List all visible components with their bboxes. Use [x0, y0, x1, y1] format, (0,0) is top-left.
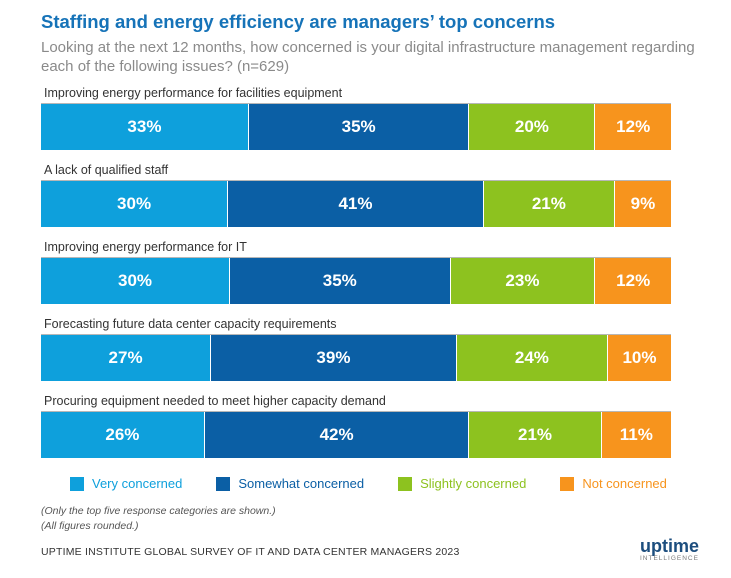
data-label: 33%: [127, 117, 162, 136]
bar-segment-slightly: 20%: [469, 104, 596, 150]
legend-label: Somewhat concerned: [238, 476, 365, 491]
bar-segment-slightly: 24%: [456, 335, 608, 381]
data-label: 30%: [117, 194, 152, 213]
category-label: Forecasting future data center capacity …: [44, 317, 337, 331]
data-label: 10%: [622, 348, 657, 367]
bar-segment-somewhat: 42%: [204, 412, 470, 458]
bar-segment-not: 11%: [601, 412, 671, 458]
bar-segment-slightly: 23%: [450, 258, 596, 304]
category-label: Procuring equipment needed to meet highe…: [44, 394, 386, 408]
bar-segment-very: 27%: [41, 335, 212, 381]
source-line: UPTIME INSTITUTE GLOBAL SURVEY OF IT AND…: [41, 546, 460, 558]
data-label: 12%: [616, 271, 651, 290]
data-label: 21%: [531, 194, 566, 213]
chart-row: A lack of qualified staff 30% 41% 21% 9%: [41, 163, 671, 229]
legend-swatch: [560, 476, 575, 491]
bar-segment-not: 10%: [607, 335, 671, 381]
legend-item-slightly: Slightly concerned: [398, 476, 526, 491]
legend-item-very: Very concerned: [70, 476, 182, 491]
bar-segment-somewhat: 35%: [248, 104, 470, 150]
footnote-rounding: (All figures rounded.): [41, 520, 139, 532]
category-label: A lack of qualified staff: [44, 163, 169, 177]
logo-subtext: INTELLIGENCE: [640, 555, 699, 562]
bar-segment-very: 30%: [41, 258, 230, 304]
legend-label: Not concerned: [582, 476, 667, 491]
data-label: 24%: [514, 348, 549, 367]
data-label: 23%: [505, 271, 540, 290]
bar-segment-very: 30%: [41, 181, 229, 227]
stacked-bar: 30% 35% 23% 12%: [41, 258, 671, 304]
stacked-bar: 33% 35% 20% 12%: [41, 104, 671, 150]
data-label: 26%: [105, 425, 140, 444]
data-label: 20%: [514, 117, 549, 136]
bar-segment-somewhat: 41%: [228, 181, 484, 227]
chart-subtitle: Looking at the next 12 months, how conce…: [41, 39, 695, 75]
chart-row: Improving energy performance for facilit…: [41, 86, 671, 152]
data-label: 11%: [619, 425, 653, 444]
legend-swatch: [70, 476, 84, 491]
row-divider: [41, 103, 671, 104]
row-divider: [41, 411, 671, 412]
bar-segment-very: 26%: [41, 412, 205, 458]
chart-row: Improving energy performance for IT 30% 35…: [41, 240, 671, 306]
stacked-bar: 27% 39% 24% 10%: [41, 335, 671, 381]
data-label: 27%: [108, 348, 143, 367]
data-label: 35%: [341, 117, 376, 136]
uptime-logo: uptime INTELLIGENCE: [625, 537, 699, 563]
data-label: 12%: [616, 117, 651, 136]
bar-segment-not: 9%: [614, 181, 671, 227]
stacked-bar-chart: Improving energy performance for facilit…: [41, 86, 671, 460]
data-label: 35%: [322, 271, 357, 290]
category-label: Improving energy performance for facilit…: [44, 86, 343, 100]
chart-legend: Very concerned Somewhat concerned Slightly…: [70, 476, 667, 491]
category-label: Improving energy performance for IT: [44, 240, 247, 254]
row-divider: [41, 180, 671, 181]
row-divider: [41, 334, 671, 335]
data-label: 42%: [319, 425, 354, 444]
data-label: 39%: [316, 348, 351, 367]
legend-swatch: [216, 476, 231, 491]
chart-row: Forecasting future data center capacity …: [41, 317, 671, 383]
data-label: 30%: [117, 271, 153, 290]
bar-segment-slightly: 21%: [469, 412, 602, 458]
legend-item-not: Not concerned: [560, 476, 667, 491]
stacked-bar: 26% 42% 21% 11%: [41, 412, 671, 458]
footnote-categories: (Only the top five response categories a…: [41, 505, 276, 517]
bar-segment-very: 33%: [41, 104, 249, 150]
bar-segment-not: 12%: [595, 104, 671, 150]
bar-segment-slightly: 21%: [483, 181, 615, 227]
bar-segment-not: 12%: [595, 258, 671, 304]
legend-item-somewhat: Somewhat concerned: [216, 476, 364, 491]
legend-label: Slightly concerned: [420, 476, 527, 491]
chart-title: Staffing and energy efficiency are manag…: [41, 11, 556, 32]
stacked-bar: 30% 41% 21% 9%: [41, 181, 671, 227]
legend-swatch: [398, 476, 413, 491]
bar-segment-somewhat: 39%: [211, 335, 457, 381]
legend-label: Very concerned: [92, 476, 183, 491]
data-label: 9%: [630, 194, 656, 213]
data-label: 21%: [518, 425, 553, 444]
logo-wordmark: uptime: [639, 536, 699, 556]
chart-row: Procuring equipment needed to meet highe…: [41, 394, 671, 460]
bar-segment-somewhat: 35%: [230, 258, 451, 304]
data-label: 41%: [338, 194, 373, 213]
row-divider: [41, 257, 671, 258]
